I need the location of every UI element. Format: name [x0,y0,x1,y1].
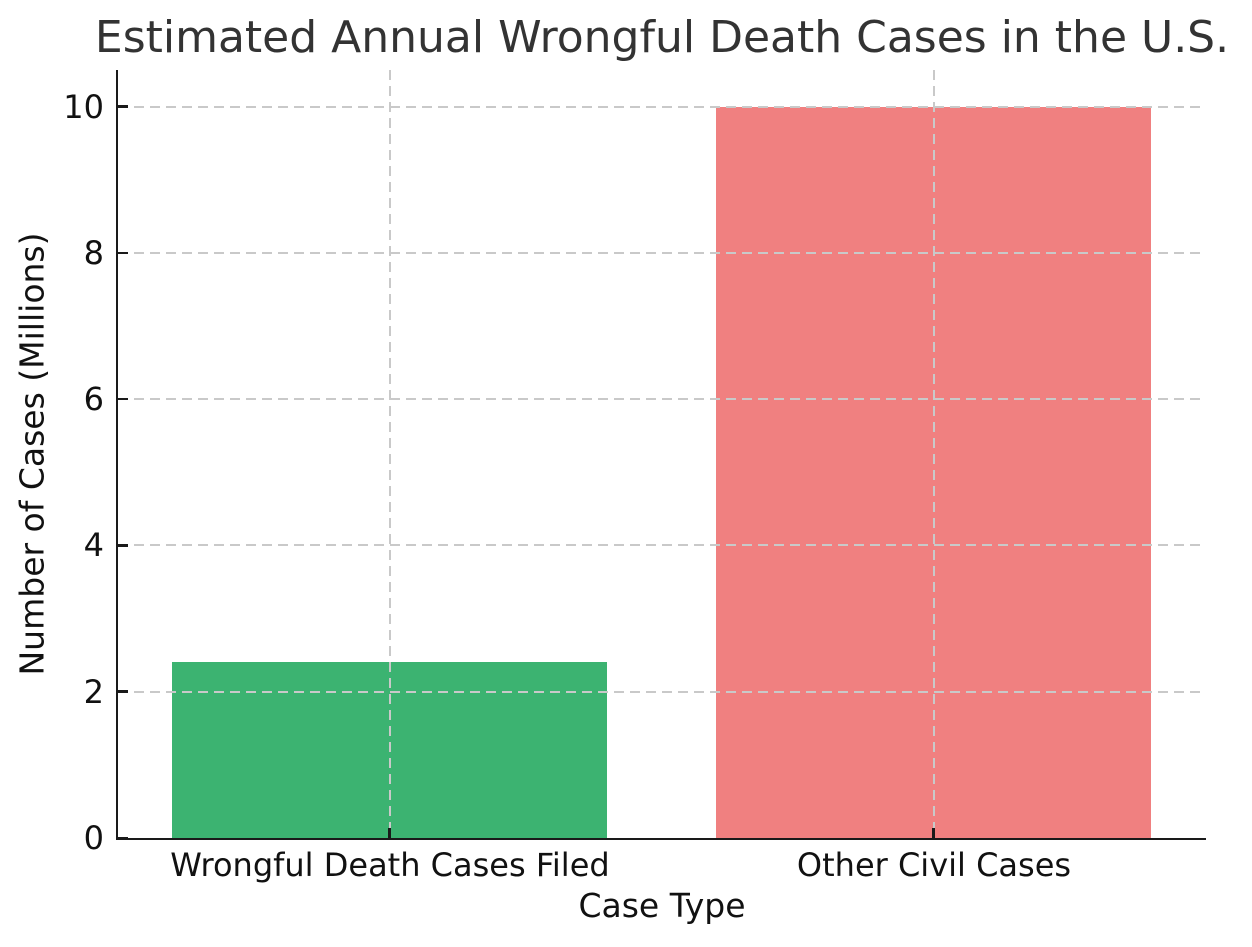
y-tick-label: 6 [83,380,104,419]
plot-area [115,70,1206,840]
gridline-horizontal [117,105,1206,108]
y-tick-label: 2 [83,672,104,711]
chart-title: Estimated Annual Wrongful Death Cases in… [94,12,1230,63]
grid-layer [117,70,1206,838]
y-tick-label: 10 [63,87,104,126]
ticks-layer [117,70,1206,840]
gridline-horizontal [117,251,1206,254]
x-tick-mark [932,828,935,838]
gridline-horizontal [117,544,1206,547]
y-tick-mark [117,251,128,255]
y-tick-label: 4 [83,526,104,565]
y-tick-mark [117,397,128,401]
x-tick-label: Other Civil Cases [796,846,1072,884]
gridline-horizontal [117,690,1206,693]
gridline-vertical [932,70,935,838]
x-tick-label: Wrongful Death Cases Filed [170,846,610,884]
y-axis-label: Number of Cases (Millions) [12,232,52,676]
y-tick-mark [117,690,128,693]
gridline-horizontal [117,398,1206,401]
y-tick-label: 8 [83,233,104,272]
x-tick-mark [388,828,391,838]
gridline-vertical [388,70,391,838]
y-tick-mark [117,836,128,840]
y-tick-mark [117,544,128,547]
y-tick-label: 0 [83,819,104,857]
x-axis-label: Case Type [578,886,746,925]
y-tick-mark [117,105,128,108]
